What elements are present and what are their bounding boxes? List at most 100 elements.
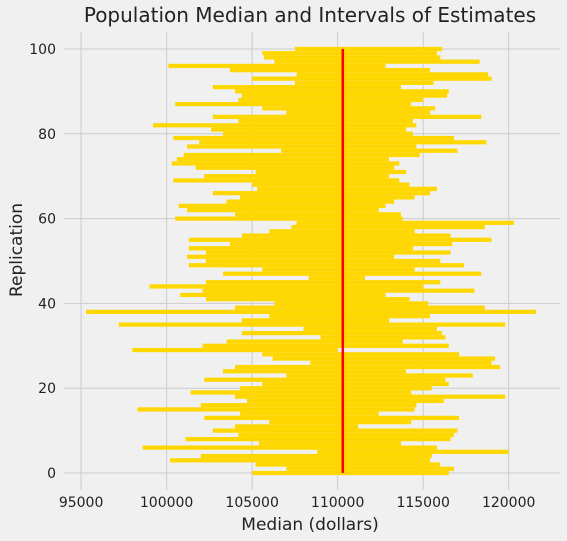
y-tick-label: 100 <box>29 42 56 58</box>
y-axis-label: Replication <box>7 203 27 297</box>
interval-bar <box>204 174 389 179</box>
interval-bar <box>310 360 492 365</box>
interval-bar <box>308 275 366 281</box>
chart-title: Population Median and Intervals of Estim… <box>84 3 536 27</box>
y-tick-label: 80 <box>38 127 56 143</box>
interval-bars <box>86 46 537 476</box>
interval-bar <box>183 152 420 158</box>
interval-bar <box>264 55 441 60</box>
interval-bar <box>294 80 434 86</box>
interval-bar <box>176 157 389 162</box>
interval-bar <box>226 339 403 344</box>
interval-bar <box>255 462 441 467</box>
interval-bar <box>247 398 444 404</box>
interval-bar <box>118 322 506 327</box>
interval-bar <box>262 106 436 111</box>
interval-bar <box>212 85 401 90</box>
x-tick-label: 110000 <box>311 495 364 511</box>
interval-bar <box>178 203 386 208</box>
interval-bar <box>262 51 437 56</box>
interval-bar <box>226 199 395 204</box>
interval-bar <box>204 415 460 421</box>
interval-bar <box>241 93 448 98</box>
interval-bar <box>235 394 506 399</box>
interval-bar <box>173 178 400 183</box>
interval-bar <box>187 144 417 149</box>
interval-bar <box>212 428 458 433</box>
interval-bar <box>86 309 537 315</box>
interval-bar <box>241 318 389 323</box>
interval-bar <box>240 195 415 200</box>
y-tick-label: 0 <box>47 466 56 482</box>
interval-bar <box>286 110 431 115</box>
interval-bar <box>170 458 431 463</box>
interval-bar <box>202 288 475 293</box>
interval-bar <box>252 182 410 187</box>
interval-bar <box>238 97 424 102</box>
y-tick-label: 60 <box>38 212 56 228</box>
interval-bar <box>137 407 415 412</box>
interval-bar <box>262 267 415 272</box>
interval-bar <box>269 314 431 319</box>
y-tick-label: 20 <box>38 381 56 397</box>
interval-bar <box>235 212 401 217</box>
interval-bar <box>238 118 413 124</box>
interval-bar <box>180 292 386 298</box>
interval-bar <box>269 420 412 425</box>
interval-bar <box>240 411 379 416</box>
interval-bar <box>205 258 441 264</box>
interval-bar <box>235 364 501 370</box>
interval-bar <box>286 373 473 378</box>
interval-bar <box>190 390 412 395</box>
interval-bar <box>187 254 395 259</box>
interval-bar <box>173 135 454 141</box>
interval-bar <box>185 436 451 442</box>
interval-bar <box>188 237 492 242</box>
interval-bar <box>229 68 431 73</box>
interval-bar <box>235 305 485 310</box>
y-tick-labels: 0 20 40 60 80 100 <box>29 42 56 482</box>
interval-bar <box>200 453 432 459</box>
interval-bar <box>149 284 424 289</box>
interval-bar <box>296 220 514 225</box>
x-tick-label: 120000 <box>482 495 535 511</box>
interval-bar <box>286 466 454 471</box>
interval-bar <box>229 241 453 247</box>
interval-bar <box>262 381 449 387</box>
interval-bar <box>188 246 413 251</box>
interval-bar <box>241 233 451 238</box>
interval-bar <box>272 356 496 361</box>
interval-bar <box>132 347 338 353</box>
interval-bar <box>255 169 407 175</box>
interval-bar <box>200 403 417 408</box>
y-tick-label: 40 <box>38 296 56 312</box>
interval-bar <box>262 352 460 357</box>
interval-bar <box>257 186 437 192</box>
interval-bar <box>274 301 429 306</box>
interval-bar <box>296 72 489 77</box>
interval-bar <box>212 114 482 119</box>
interval-bar <box>258 441 401 446</box>
interval-bar <box>303 326 437 331</box>
x-tick-labels: 95000 100000 105000 110000 115000 120000 <box>59 495 536 511</box>
x-tick-label: 100000 <box>140 495 193 511</box>
interval-bar <box>187 207 379 213</box>
interval-bar <box>317 449 509 454</box>
interval-bar <box>238 432 454 437</box>
interval-bar <box>168 63 386 69</box>
interval-bar <box>211 127 407 132</box>
interval-bar <box>235 424 359 429</box>
interval-bar <box>223 131 413 136</box>
interval-bar <box>205 280 441 285</box>
interval-bar <box>175 216 403 221</box>
interval-bar <box>195 165 395 170</box>
interval-bar <box>152 123 417 128</box>
interval-bar <box>205 250 451 255</box>
x-tick-label: 95000 <box>59 495 104 511</box>
interval-bar <box>202 343 449 348</box>
x-tick-label: 115000 <box>396 495 449 511</box>
interval-bar <box>320 335 446 340</box>
x-axis-label: Median (dollars) <box>241 515 378 535</box>
interval-bar <box>252 76 492 81</box>
